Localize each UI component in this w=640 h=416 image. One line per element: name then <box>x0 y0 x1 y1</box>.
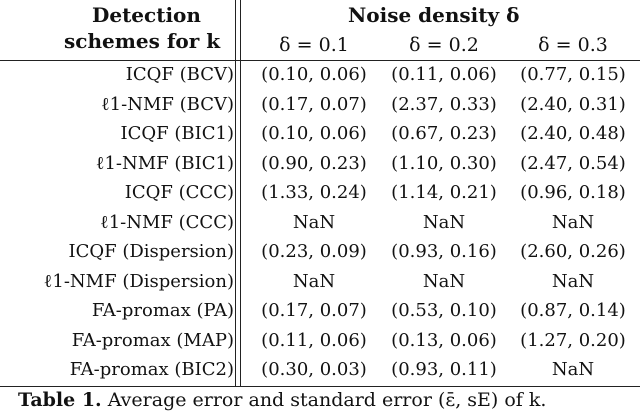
table-cell: (0.87, 0.14) <box>520 300 626 321</box>
header-detection: Detection <box>92 3 201 27</box>
header-col-2: δ = 0.2 <box>409 34 479 56</box>
table-cell: (1.14, 0.21) <box>391 182 497 203</box>
header-rule <box>0 60 640 62</box>
table-cell: (0.53, 0.10) <box>391 300 497 321</box>
table-cell: NaN <box>551 211 595 233</box>
bottom-rule <box>0 386 640 388</box>
table-cell: (2.40, 0.31) <box>520 93 626 115</box>
table-cell: (2.40, 0.48) <box>520 123 626 144</box>
table-cell: (0.30, 0.03) <box>261 359 367 380</box>
row-label: ICQF (Dispersion) <box>68 241 234 262</box>
table-cell: (0.93, 0.16) <box>391 241 497 262</box>
table-cell: (0.96, 0.18) <box>520 182 626 203</box>
table-cell: (1.10, 0.30) <box>391 152 497 174</box>
row-label: ICQF (BIC1) <box>120 123 234 144</box>
row-label: FA-promax (MAP) <box>71 329 234 351</box>
table-cell: (0.10, 0.06) <box>261 64 367 85</box>
table-caption: Table 1. Average error and standard erro… <box>18 387 546 413</box>
table-cell: (0.77, 0.15) <box>520 64 626 85</box>
table-cell: (0.67, 0.23) <box>391 123 497 144</box>
table-cell: (0.11, 0.06) <box>261 329 367 351</box>
table-cell: NaN <box>551 270 595 292</box>
row-label: ℓ1-NMF (BCV) <box>101 93 234 115</box>
row-label: ℓ1-NMF (CCC) <box>100 211 234 233</box>
table-cell: (1.27, 0.20) <box>520 329 626 351</box>
table-cell: (0.10, 0.06) <box>261 123 367 144</box>
table-cell: (0.23, 0.09) <box>261 241 367 262</box>
table-cell: NaN <box>292 211 336 233</box>
double-rule-right <box>240 0 242 387</box>
table-cell: NaN <box>551 359 595 380</box>
table-cell: (0.90, 0.23) <box>261 152 367 174</box>
table-cell: (2.37, 0.33) <box>391 93 497 115</box>
table-cell: (0.11, 0.06) <box>391 64 497 85</box>
row-label: ICQF (BCV) <box>125 64 234 85</box>
row-label: FA-promax (PA) <box>91 300 234 321</box>
caption-text: Average error and standard error (ε̄, sE… <box>107 389 547 411</box>
row-label: FA-promax (BIC2) <box>69 359 234 380</box>
header-col-3: δ = 0.3 <box>538 34 608 56</box>
row-label: ℓ1-NMF (Dispersion) <box>43 270 234 292</box>
table-cell: (2.60, 0.26) <box>520 241 626 262</box>
row-label: ICQF (CCC) <box>124 182 234 203</box>
header-col-1: δ = 0.1 <box>279 34 349 56</box>
table-cell: (2.47, 0.54) <box>520 152 626 174</box>
table-cell: (1.33, 0.24) <box>261 182 367 203</box>
table-cell: NaN <box>292 270 336 292</box>
table-cell: (0.13, 0.06) <box>391 329 497 351</box>
table-cell: (0.17, 0.07) <box>261 300 367 321</box>
table-cell: (0.17, 0.07) <box>261 93 367 115</box>
table-cell: (0.93, 0.11) <box>391 359 497 380</box>
table-cell: NaN <box>422 211 466 233</box>
row-label: ℓ1-NMF (BIC1) <box>95 152 234 174</box>
caption-label: Table 1. <box>18 389 102 411</box>
header-schemes: schemes for k <box>64 29 221 53</box>
table-cell: NaN <box>422 270 466 292</box>
header-noise-density: Noise density δ <box>348 3 520 27</box>
double-rule-left <box>235 0 237 387</box>
